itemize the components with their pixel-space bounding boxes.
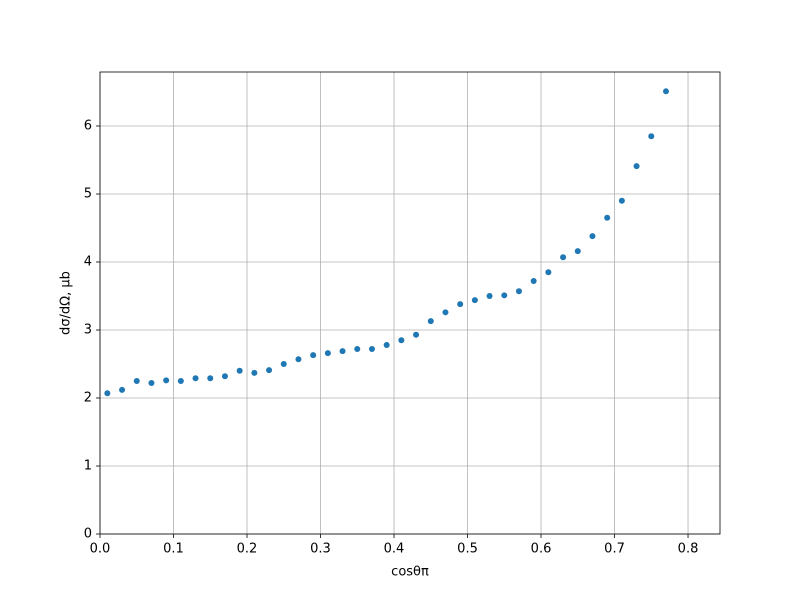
point (133, 377, 140, 384)
y-tick-label: 1 (84, 458, 92, 473)
point (207, 375, 214, 382)
x-tick-label: 0.7 (604, 542, 625, 557)
x-tick-label: 0.5 (457, 542, 478, 557)
y-axis-label: dσ/dΩ, μb (59, 271, 74, 335)
point (310, 352, 317, 359)
point (501, 292, 508, 299)
point (236, 367, 243, 374)
point (486, 292, 493, 299)
point (368, 346, 375, 353)
point (383, 341, 390, 348)
x-tick-label: 0.6 (531, 542, 552, 557)
y-tick-label: 5 (84, 186, 92, 201)
point (560, 254, 567, 261)
point (457, 301, 464, 308)
x-axis-label: cosθπ (391, 565, 429, 580)
y-tick-label: 6 (84, 118, 92, 133)
point (192, 375, 199, 382)
point (442, 309, 449, 316)
point (119, 386, 126, 393)
plot-frame (99, 71, 721, 535)
point (530, 278, 537, 285)
x-tick-label: 0.1 (163, 542, 184, 557)
point (354, 346, 361, 353)
y-tick-label: 2 (84, 390, 92, 405)
point (604, 214, 611, 221)
point (177, 377, 184, 384)
point (471, 297, 478, 304)
x-tick-label: 0.0 (90, 542, 111, 557)
point (618, 197, 625, 204)
y-tick-label: 3 (84, 322, 92, 337)
point (280, 360, 287, 367)
x-tick-label: 0.4 (384, 542, 405, 557)
y-tick-label: 4 (84, 254, 92, 269)
point (545, 269, 552, 276)
point (163, 377, 170, 384)
y-tick-label: 0 (84, 527, 92, 542)
point (266, 367, 273, 374)
point (574, 248, 581, 255)
point (339, 348, 346, 355)
point (589, 233, 596, 240)
point (515, 288, 522, 295)
point (633, 163, 640, 170)
point (662, 88, 669, 95)
point (148, 380, 155, 387)
point (413, 331, 420, 338)
point (324, 350, 331, 357)
point (648, 133, 655, 140)
x-tick-label: 0.8 (678, 542, 699, 557)
x-tick-label: 0.2 (237, 542, 258, 557)
x-tick-label: 0.3 (310, 542, 331, 557)
point (295, 356, 302, 363)
point (398, 337, 405, 344)
point (104, 390, 111, 397)
point (221, 373, 228, 380)
point (427, 318, 434, 325)
point (251, 369, 258, 376)
